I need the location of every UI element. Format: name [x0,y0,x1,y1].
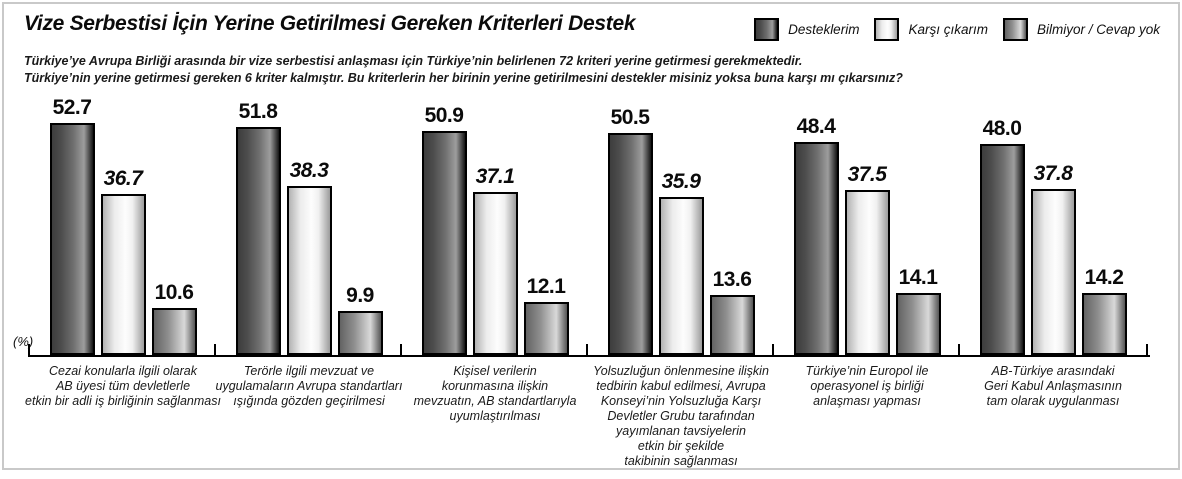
bar-column: 48.0 [979,117,1025,355]
bar-value-label: 14.1 [898,266,938,289]
bar-value-label: 35.9 [661,170,701,193]
bar-column: 14.1 [895,266,941,355]
axis-tick [772,344,774,357]
bar-column: 10.6 [151,281,197,355]
bar-bilmiyor-cevap-yok [523,302,569,355]
bar-column: 50.9 [421,104,467,355]
bar-column: 14.2 [1081,266,1127,355]
chart-subtitle: Türkiye’ye Avrupa Birliği arasında bir v… [24,53,903,87]
page-title: Vize Serbestisi İçin Yerine Getirilmesi … [24,12,636,35]
category-label: Kişisel verilerin korunmasına ilişkin me… [413,364,577,423]
legend-label: Bilmiyor / Cevap yok [1036,22,1160,37]
legend-item: Karşı çıkarım [874,18,988,41]
bar-value-label: 14.2 [1084,266,1124,289]
bar-value-label: 50.9 [424,104,464,127]
bar-karsi-cikarim [844,190,890,355]
bar-value-label: 10.6 [154,281,194,304]
axis-tick [958,344,960,357]
bar-group: 48.0 37.8 14.2 [960,117,1146,355]
bar-value-label: 37.5 [847,163,887,186]
category-label: AB-Türkiye arasındaki Geri Kabul Anlaşma… [984,364,1122,408]
bar-karsi-cikarim [286,186,332,355]
bar-value-label: 38.3 [289,159,329,182]
category-label: Yolsuzluğun önlenmesine ilişkin tedbirin… [593,364,769,468]
bar-karsi-cikarim [100,194,146,355]
bar-column: 48.4 [793,115,839,355]
legend-swatch-medium [1002,18,1028,41]
bar-column: 37.1 [472,165,518,355]
bar-column: 37.8 [1030,162,1076,355]
bar-value-label: 12.1 [526,275,566,298]
category-label: Türkiye’nin Europol ile operasyonel iş b… [805,364,929,408]
bar-column: 12.1 [523,275,569,355]
bar-column: 50.5 [607,106,653,355]
axis-tick [28,344,30,357]
legend-item: Bilmiyor / Cevap yok [1002,18,1160,41]
bar-group: 50.9 37.1 12.1 [402,104,588,355]
axis-tick [586,344,588,357]
bar-column: 35.9 [658,170,704,355]
legend-swatch-light [874,18,900,41]
bar-desteklerim [607,133,653,355]
bar-value-label: 52.7 [52,96,92,119]
bar-column: 51.8 [235,100,281,355]
bar-column: 38.3 [286,159,332,355]
bar-bilmiyor-cevap-yok [337,311,383,355]
bar-desteklerim [979,144,1025,355]
bar-value-label: 36.7 [103,167,143,190]
legend: Desteklerim Karşı çıkarım Bilmiyor / Cevap… [754,18,1160,41]
bar-column: 37.5 [844,163,890,355]
bar-karsi-cikarim [658,197,704,355]
bar-group: 51.8 38.3 9.9 [216,100,402,355]
bar-value-label: 48.0 [982,117,1022,140]
bar-value-label: 51.8 [238,100,278,123]
bar-column: 36.7 [100,167,146,355]
bar-desteklerim [235,127,281,355]
bar-bilmiyor-cevap-yok [895,293,941,355]
bar-bilmiyor-cevap-yok [151,308,197,355]
subtitle-line-2: Türkiye’nin yerine getirmesi gereken 6 k… [24,71,903,85]
subtitle-line-1: Türkiye’ye Avrupa Birliği arasında bir v… [24,54,803,68]
bar-group: 52.7 36.7 10.6 [30,96,216,355]
legend-label: Karşı çıkarım [908,22,988,37]
bar-desteklerim [793,142,839,355]
bar-column: 13.6 [709,268,755,355]
legend-swatch-dark [754,18,780,41]
axis-tick [400,344,402,357]
category-label: Cezai konularla ilgili olarak AB üyesi t… [25,364,221,408]
bar-karsi-cikarim [1030,189,1076,355]
bar-value-label: 50.5 [610,106,650,129]
bar-column: 9.9 [337,284,383,355]
category-label: Terörle ilgili mevzuat ve uygulamaların … [215,364,403,408]
bar-bilmiyor-cevap-yok [1081,293,1127,355]
bar-column: 52.7 [49,96,95,355]
x-axis-line [28,344,1150,357]
bar-desteklerim [49,123,95,355]
bar-value-label: 37.8 [1033,162,1073,185]
bar-value-label: 37.1 [475,165,515,188]
bar-value-label: 13.6 [712,268,752,291]
legend-item: Desteklerim [754,18,859,41]
bar-karsi-cikarim [472,192,518,355]
axis-tick [1146,344,1148,357]
bar-group: 48.4 37.5 14.1 [774,115,960,355]
legend-label: Desteklerim [788,22,860,37]
axis-tick [214,344,216,357]
bar-bilmiyor-cevap-yok [709,295,755,355]
bar-group: 50.5 35.9 13.6 [588,106,774,355]
bar-desteklerim [421,131,467,355]
bar-value-label: 9.9 [346,284,374,307]
bar-value-label: 48.4 [796,115,836,138]
